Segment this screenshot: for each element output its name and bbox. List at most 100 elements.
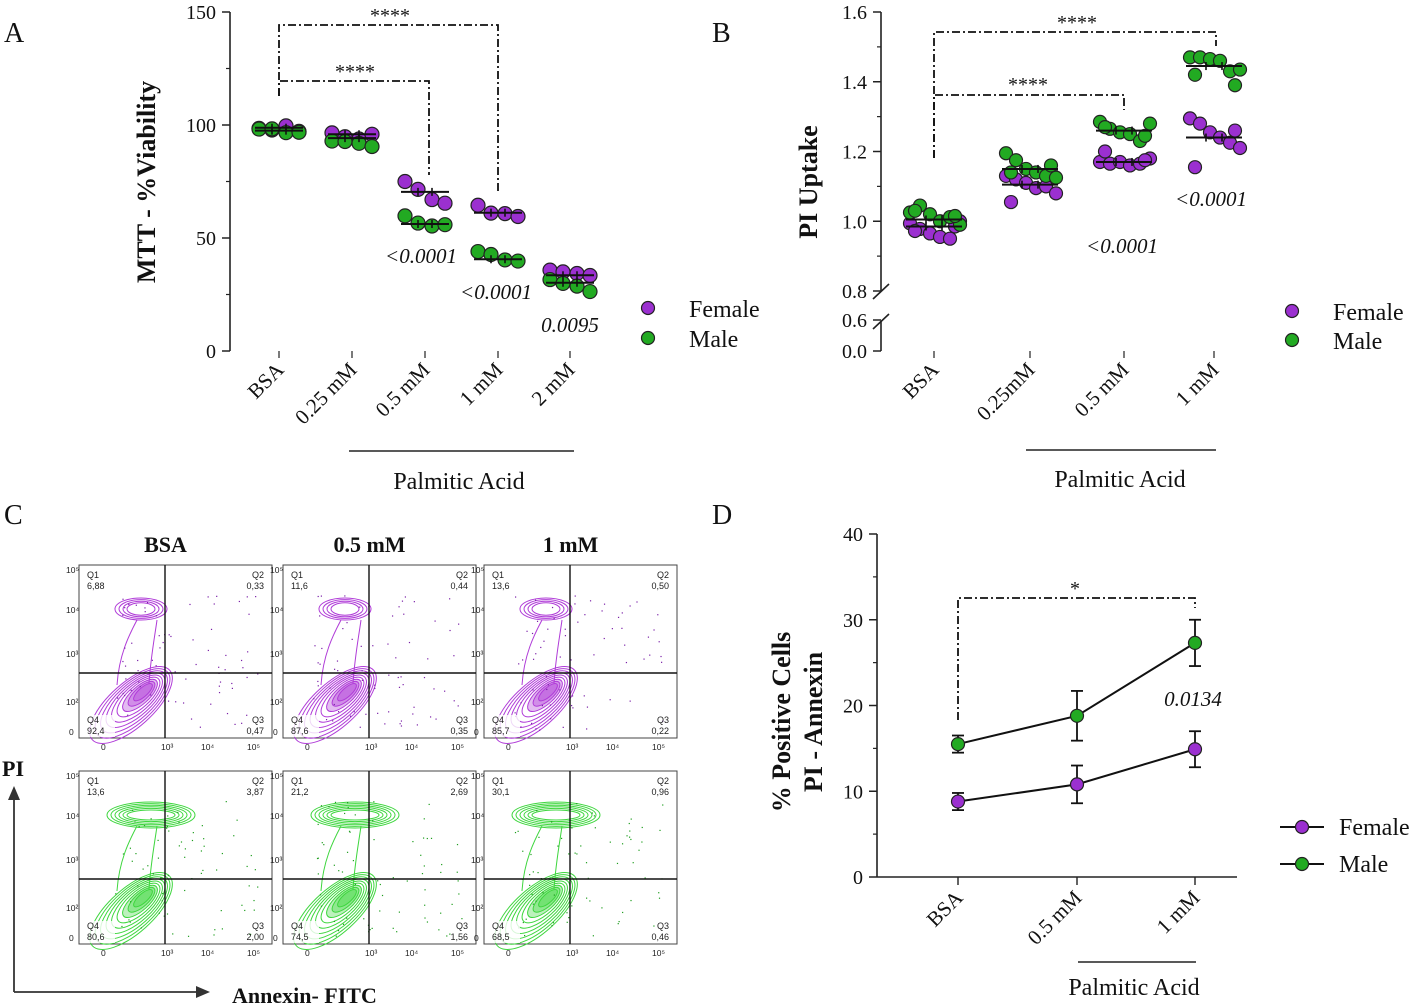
event-dot [241,722,243,724]
y-tick-label: 10 [843,781,863,803]
quadrant-name: Q1 [492,570,504,580]
event-dot [603,637,605,640]
density-contour [521,882,566,924]
quadrant-value-q1: 11,6 [291,581,308,591]
event-dot [616,862,619,865]
panel-letter-c: C [4,500,23,531]
event-dot [365,713,367,715]
density-contour [89,666,173,744]
flow-plot-frame [282,564,477,739]
legend-marker-male [1284,332,1300,348]
event-dot [662,720,664,722]
y-tick-label: 0 [69,933,74,943]
data-point-female [950,794,966,809]
event-dot [559,689,561,691]
event-dot [580,845,582,847]
quadrant-value-q2: 3,87 [246,787,264,797]
event-dot [360,645,362,647]
event-dot [617,923,619,925]
event-dot [137,659,139,662]
event-dot [434,620,436,622]
event-dot [122,660,124,663]
event-dot [532,871,534,873]
quadrant-name: Q2 [252,776,264,786]
event-dot [317,685,319,687]
event-dot [377,712,379,714]
x-tick-label: 0 [101,948,106,958]
density-contour-upper [310,801,400,829]
event-dot [571,827,573,829]
event-dot [319,615,321,617]
event-dot [522,659,524,661]
event-dot [333,920,336,923]
event-dot [200,850,203,852]
event-dot [426,837,428,840]
quadrant-name: Q3 [657,715,669,725]
event-dot [346,851,349,853]
event-dot [244,909,246,912]
event-dot [337,930,340,932]
event-dot [638,849,640,851]
event-dot [400,725,403,727]
event-dot [400,676,402,678]
density-contour [127,680,156,707]
density-contour [326,678,362,713]
event-dot [583,695,585,697]
panel-d-positive-cells: 0 10 20 30 40 % Positive Cells PI - Annexin BSA… [767,524,1410,1001]
density-contour-band [116,825,138,892]
event-dot [371,927,373,929]
data-point-female [470,197,486,213]
event-dot [359,606,361,608]
y-tick-label: 10⁵ [471,771,484,781]
event-dot [130,901,132,903]
event-dot [361,670,363,672]
event-dot [589,600,592,602]
event-dot [166,825,168,828]
x-tick-label: 10⁵ [451,948,464,958]
flow-column-title: BSA [144,532,187,557]
data-point-female [942,231,958,246]
event-dot [574,603,576,605]
event-dot [564,628,566,630]
event-dot [574,595,576,597]
event-dot [328,806,330,808]
event-dot [124,694,126,697]
event-dot [334,801,337,803]
event-dot [552,877,554,879]
event-dot [643,658,645,660]
data-point-female [437,195,453,211]
density-contour [133,889,153,908]
event-dot [167,700,170,702]
event-dot [586,706,589,708]
event-dot [517,830,519,832]
event-dot [426,921,429,923]
x-tick-label: 10⁵ [652,742,665,752]
y-tick-label: 10⁴ [471,605,484,615]
event-dot [396,931,398,933]
density-contour [133,683,153,702]
event-dot [568,853,570,855]
p-value: <0.0001 [385,244,457,268]
event-dot [122,614,124,616]
density-contour-band [320,825,342,892]
event-dot [347,806,349,809]
event-dot [344,812,346,815]
significance-bracket [278,24,499,193]
y-tick-label: 0 [474,727,479,737]
event-dot [618,920,620,923]
event-dot [571,704,573,707]
event-dot [138,681,140,683]
event-dot [420,854,422,856]
event-dot [321,647,323,650]
quadrant-name: Q4 [492,921,504,931]
event-dot [628,836,631,838]
event-dot [218,666,220,668]
y-tick-label: 10⁴ [270,605,283,615]
event-dot [157,857,160,859]
group-label: Palmitic Acid [393,469,524,495]
event-dot [662,804,664,806]
y-tick-label: 1.2 [842,142,867,164]
event-dot [413,706,415,708]
event-dot [522,850,524,852]
